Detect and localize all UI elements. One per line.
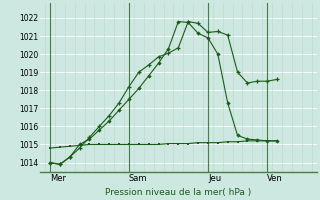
- X-axis label: Pression niveau de la mer( hPa ): Pression niveau de la mer( hPa ): [105, 188, 252, 197]
